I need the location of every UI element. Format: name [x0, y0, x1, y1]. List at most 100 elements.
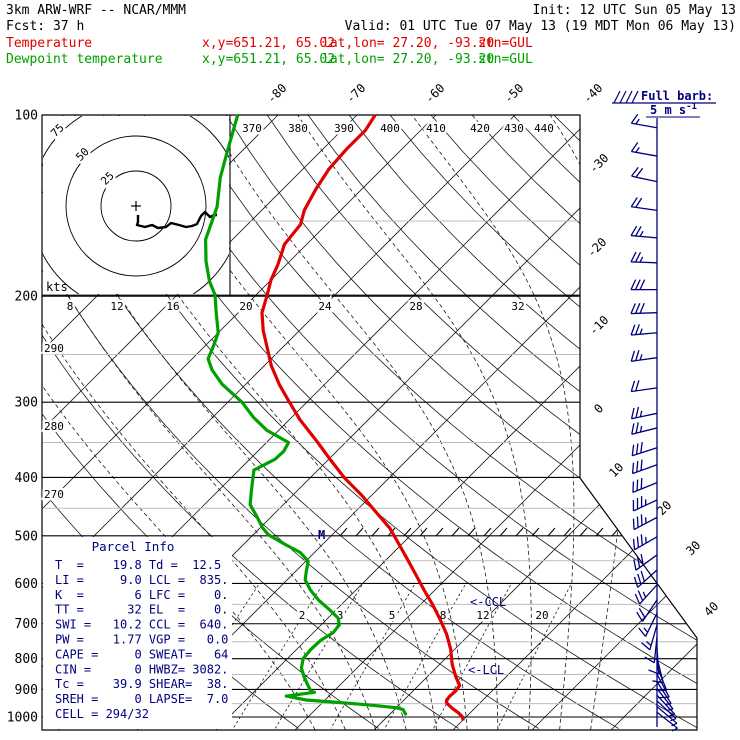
mixing-ratio-label-5: 5: [389, 609, 396, 622]
plot-border: [41, 114, 698, 731]
isotherm-label-right--10: -10: [586, 313, 611, 338]
moist-adiabat-label-32: 32: [511, 300, 524, 313]
temperature-label: Temperature: [6, 36, 92, 51]
theta-label-top-370: 370: [242, 122, 262, 135]
mixing-ratio-label-3: 3: [337, 609, 344, 622]
parcel-info-row-5: PW = 1.77 VGP = 0.0: [55, 633, 228, 647]
wind-barb-213: [630, 302, 658, 315]
parcel-info-title: Parcel Info: [92, 539, 175, 554]
dewpoint-xy: x,y=651.21, 65.02: [202, 52, 335, 67]
theta-label-left-280: 280: [44, 420, 64, 433]
legend-line2: 5 m s-1: [650, 102, 697, 117]
isotherm-label-right-40: 40: [701, 599, 721, 619]
isotherm-label-top--50: -50: [501, 81, 526, 106]
wind-barb-117: [630, 142, 658, 157]
dewpoint-label: Dewpoint temperature: [6, 52, 163, 67]
wind-barb-284: [630, 380, 658, 393]
isotherm-label-right--30: -30: [586, 151, 611, 176]
init-time: Init: 12 UTC Sun 05 May 13: [533, 3, 737, 18]
wind-barb-legend: Full barb: 5 m s-1: [612, 89, 716, 118]
wind-barb-column: [630, 113, 678, 732]
model-title: 3km ARW-WRF -- NCAR/MMM: [6, 3, 186, 18]
wind-barb-982: [656, 711, 678, 732]
wind-barb-176: [630, 251, 658, 264]
isotherm-label-right-30: 30: [683, 538, 703, 558]
sounding-curves: [204, 114, 465, 721]
wind-barb-331: [631, 422, 658, 435]
pressure-label-700: 700: [15, 617, 38, 632]
annotations: kts M <-CCL <-LCL: [46, 280, 506, 677]
m-marker: M: [318, 528, 325, 542]
legend-line1: Full barb:: [641, 89, 713, 103]
parcel-info-row-10: CELL = 294/32: [55, 707, 149, 721]
wind-barb-570: [633, 569, 658, 588]
parcel-info-row-6: CAPE = 0 SWEAT= 64: [55, 647, 228, 661]
parcel-info-row-3: TT = 32 EL = 0.: [55, 603, 228, 617]
pressure-label-600: 600: [15, 577, 38, 592]
hodograph-ring-25: [100, 170, 172, 242]
pressure-label-400: 400: [15, 471, 38, 486]
barb-glyph-icon: [612, 90, 716, 118]
wind-barb-639: [636, 599, 658, 622]
wind-barb-381: [631, 459, 658, 475]
500hpa-tick-marks: [339, 527, 620, 537]
pressure-label-800: 800: [15, 652, 38, 667]
wind-barb-105: [630, 113, 658, 129]
theta-label-left-290: 290: [44, 342, 64, 355]
wind-barb-160: [630, 225, 658, 239]
mixing-ratio-label-20: 20: [535, 609, 548, 622]
wind-barb-672: [638, 612, 658, 637]
temperature-legend-row: Temperature x,y=651.21, 65.02 lat,lon= 2…: [6, 36, 533, 51]
theta-label-top-440: 440: [534, 122, 554, 135]
dewpoint-curve: [204, 114, 408, 716]
theta-label-top-430: 430: [504, 122, 524, 135]
forecast-hour: Fcst: 37 h: [6, 19, 84, 34]
isotherm-label-right-0: 0: [591, 401, 606, 416]
temperature-xy: x,y=651.21, 65.02: [202, 36, 335, 51]
theta-label-top-420: 420: [470, 122, 490, 135]
moist-adiabat-label-24: 24: [318, 300, 332, 313]
parcel-info-box: Parcel Info T = 19.8 Td = 12.5LI = 9.0 L…: [55, 539, 228, 721]
wind-barb-313: [630, 406, 658, 420]
moist-adiabat-label-28: 28: [409, 300, 422, 313]
theta-label-top-410: 410: [426, 122, 446, 135]
mixing-ratio-label-8: 8: [440, 609, 447, 622]
hodograph-units-label: kts: [46, 280, 68, 294]
wind-barb-144: [630, 197, 658, 211]
theta-label-top-400: 400: [380, 122, 400, 135]
pressure-label-300: 300: [15, 396, 38, 411]
wind-barb-129: [631, 166, 658, 183]
parcel-info-row-2: K = 6 LFC = 0.: [55, 588, 228, 602]
isotherm-label-top--70: -70: [343, 81, 368, 106]
moist-adiabat-label-16: 16: [166, 300, 179, 313]
wind-barb-897: [656, 688, 674, 712]
wind-barb-736: [644, 636, 658, 664]
wind-barb-603: [634, 584, 658, 605]
wind-barb-538: [633, 554, 658, 571]
parcel-info-row-8: Tc = 39.9 SHEAR= 38.: [55, 677, 228, 691]
wind-barb-253: [630, 349, 658, 362]
parcel-info-row-0: T = 19.8 Td = 12.5: [55, 558, 221, 572]
wind-barb-195: [630, 279, 657, 291]
isotherm-label-right-10: 10: [606, 460, 626, 480]
isotherm-label-top--80: -80: [264, 81, 289, 106]
wind-barb-961: [656, 706, 678, 727]
parcel-info-row-1: LI = 9.0 LCL = 835.: [55, 573, 228, 587]
wind-barb-408: [632, 477, 658, 493]
skewt-background-grid: [42, 115, 697, 730]
wind-barb-920: [656, 694, 676, 717]
wind-barb-703: [641, 624, 658, 651]
header: 3km ARW-WRF -- NCAR/MMM Init: 12 UTC Sun…: [6, 3, 736, 67]
moist-adiabat-lines: [42, 115, 629, 730]
mixing-ratio-label-2: 2: [299, 609, 306, 622]
dry-adiabat-lines: [42, 115, 697, 729]
wind-barb-466: [632, 514, 658, 531]
hodograph-ring-50: [65, 135, 207, 277]
dewpoint-legend-row: Dewpoint temperature x,y=651.21, 65.02 l…: [6, 52, 533, 67]
isotherm-label-top--60: -60: [422, 81, 447, 106]
temperature-curve: [260, 114, 465, 721]
wind-barb-357: [631, 441, 658, 457]
hodograph-trace: [135, 210, 217, 230]
dewpoint-station: stn=GUL: [478, 52, 533, 67]
